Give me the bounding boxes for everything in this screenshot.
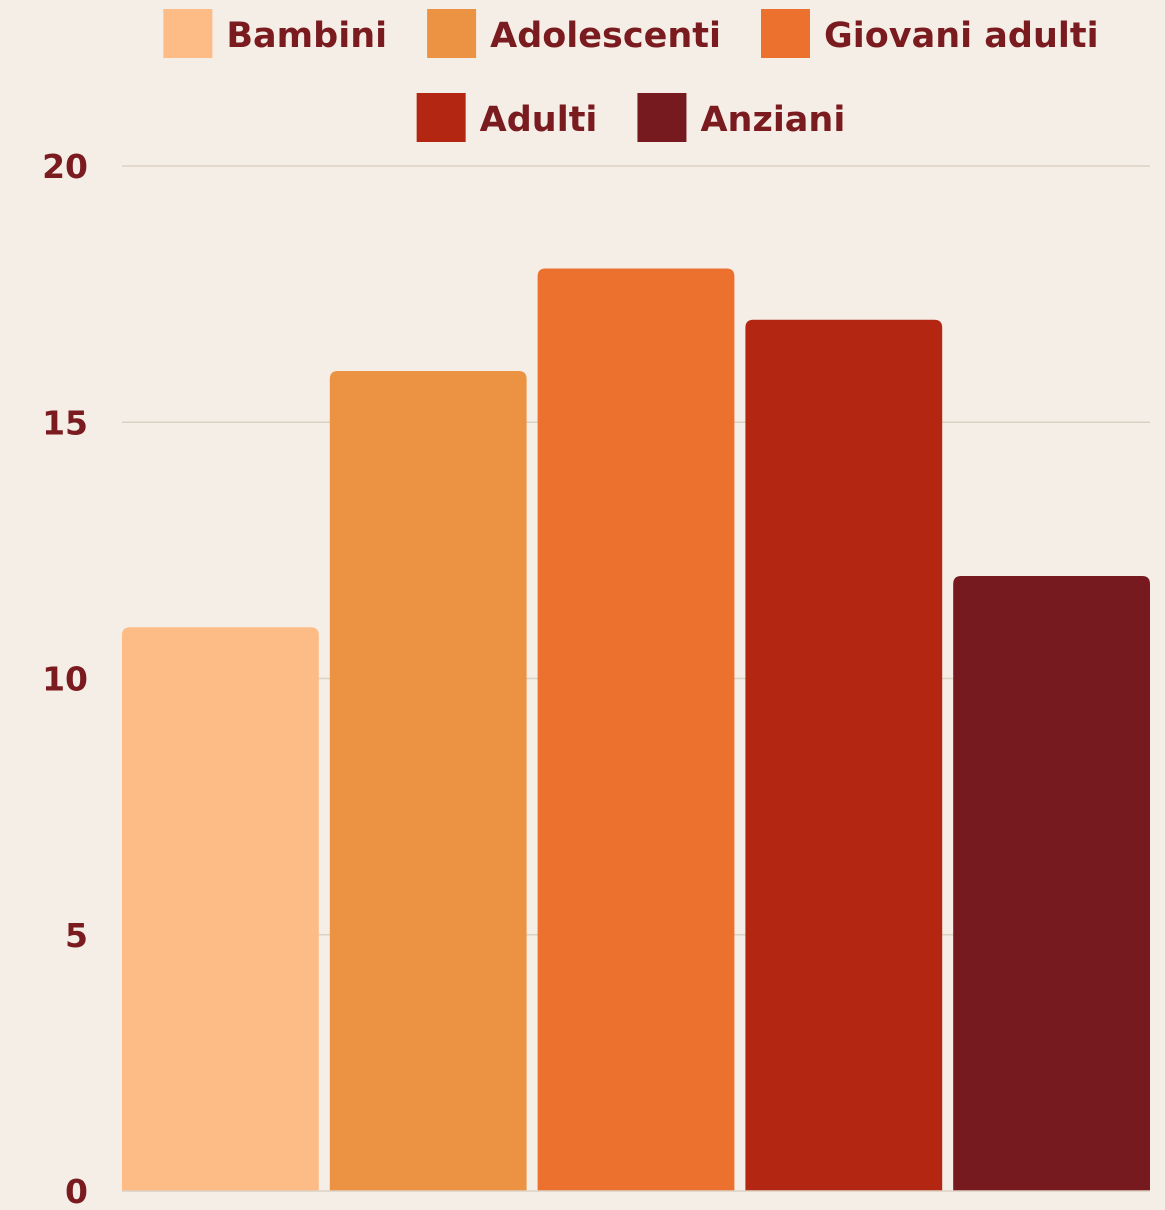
bar-giovani-adulti xyxy=(537,268,735,1191)
bar-adolescenti xyxy=(329,371,527,1191)
legend-swatch-bambini xyxy=(163,9,213,58)
legend-label-adulti: Adulti xyxy=(480,100,598,140)
legend-label-anziani: Anziani xyxy=(700,100,845,140)
bar-bambini xyxy=(122,627,319,1191)
bar-adulti xyxy=(745,319,943,1191)
legend-swatch-giovani-adulti xyxy=(761,9,810,58)
y-tick-label: 0 xyxy=(65,1172,88,1210)
legend: Bambini Adolescenti Giovani adulti Adulti An… xyxy=(163,9,1099,142)
legend-swatch-anziani xyxy=(637,93,687,142)
y-axis-ticks: 0 5 10 15 20 xyxy=(42,147,88,1210)
legend-label-bambini: Bambini xyxy=(226,16,387,56)
legend-swatch-adolescenti xyxy=(427,9,477,58)
y-tick-label: 20 xyxy=(42,147,88,186)
y-tick-label: 10 xyxy=(42,660,88,699)
bar-anziani xyxy=(953,576,1150,1191)
y-tick-label: 5 xyxy=(65,916,88,955)
y-tick-label: 15 xyxy=(42,403,88,442)
legend-swatch-adulti xyxy=(416,93,466,142)
bars xyxy=(122,268,1150,1192)
legend-label-adolescenti: Adolescenti xyxy=(490,16,721,56)
legend-label-giovani-adulti: Giovani adulti xyxy=(824,16,1099,56)
